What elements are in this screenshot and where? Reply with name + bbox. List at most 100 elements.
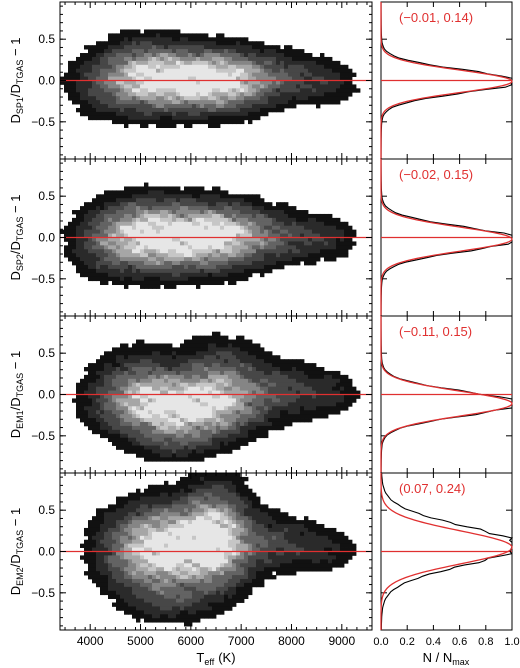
density-cell [192, 272, 197, 278]
density-cell [288, 64, 293, 70]
density-cell [176, 355, 181, 360]
density-cell [236, 351, 241, 356]
density-cell [104, 567, 109, 572]
density-cell [308, 96, 313, 101]
density-cell [348, 241, 353, 246]
density-cell [296, 249, 301, 254]
density-cell [172, 284, 177, 289]
density-cell [144, 394, 149, 399]
density-cell [140, 433, 145, 439]
density-cell [96, 414, 101, 419]
density-cell [188, 394, 193, 399]
density-cell [88, 115, 93, 121]
density-cell [224, 374, 229, 380]
density-cell [208, 190, 213, 195]
density-cell [160, 190, 165, 195]
density-cell [152, 111, 157, 117]
density-cell [276, 217, 281, 223]
density-cell [232, 80, 237, 85]
density-cell [276, 233, 281, 238]
density-cell [140, 249, 145, 254]
density-cell [196, 88, 201, 93]
density-cell [296, 398, 301, 403]
density-cell [172, 206, 177, 211]
density-cell [132, 394, 137, 399]
density-cell [296, 390, 301, 395]
density-cell [156, 237, 161, 242]
density-cell [116, 402, 121, 407]
density-cell [348, 245, 353, 250]
density-cell [252, 64, 257, 70]
density-cell [188, 367, 193, 372]
density-cell [92, 386, 97, 391]
density-cell [120, 445, 125, 450]
density-cell [276, 206, 281, 211]
density-cell [140, 414, 145, 419]
density-cell [152, 268, 157, 274]
density-cell [220, 276, 225, 282]
density-cell [280, 233, 285, 238]
density-cell [192, 56, 197, 62]
density-cell [292, 72, 297, 77]
density-cell [100, 104, 105, 109]
density-cell [116, 382, 121, 388]
density-cell [180, 351, 185, 356]
density-cell [308, 253, 313, 258]
density-cell [196, 363, 201, 368]
density-cell [132, 80, 137, 85]
density-cell [88, 92, 93, 97]
density-cell [104, 363, 109, 368]
density-cell [196, 210, 201, 215]
density-cell [196, 49, 201, 54]
density-cell [320, 76, 325, 81]
density-cell [136, 433, 141, 439]
density-cell [148, 100, 153, 105]
density-cell [140, 276, 145, 282]
density-cell [64, 88, 69, 93]
density-cell [260, 210, 265, 215]
density-cell [252, 351, 257, 356]
density-cell [224, 229, 229, 234]
density-cell [268, 107, 273, 113]
density-cell [332, 233, 337, 238]
density-cell [224, 386, 229, 391]
density-cell [196, 107, 201, 113]
density-cell [160, 343, 165, 348]
density-cell [184, 233, 189, 238]
density-cell [288, 72, 293, 77]
density-cell [104, 512, 109, 517]
density-cell [112, 367, 117, 372]
density-cell [216, 111, 221, 117]
density-cell [328, 398, 333, 403]
density-cell [128, 359, 133, 364]
density-cell [268, 253, 273, 258]
density-cell [244, 107, 249, 113]
density-cell [244, 418, 249, 423]
density-cell [204, 421, 209, 427]
density-cell [124, 406, 129, 411]
density-cell [132, 41, 137, 46]
density-cell [132, 378, 137, 384]
density-cell [256, 367, 261, 372]
density-cell [280, 72, 285, 77]
density-cell [132, 45, 137, 50]
density-cell [88, 555, 93, 560]
density-cell [292, 382, 297, 388]
density-cell [140, 374, 145, 380]
density-cell [308, 245, 313, 250]
density-cell [300, 410, 305, 415]
density-cell [236, 264, 241, 270]
density-cell [188, 386, 193, 391]
density-cell [164, 233, 169, 238]
density-cell [116, 194, 121, 199]
density-cell [108, 425, 113, 431]
density-cell [76, 264, 81, 270]
density-cell [296, 367, 301, 372]
density-cell [276, 410, 281, 415]
density-cell [260, 347, 265, 352]
density-cell [248, 84, 253, 89]
density-cell [336, 241, 341, 246]
density-cell [180, 437, 185, 443]
density-cell [128, 88, 133, 93]
density-cell [248, 241, 253, 246]
